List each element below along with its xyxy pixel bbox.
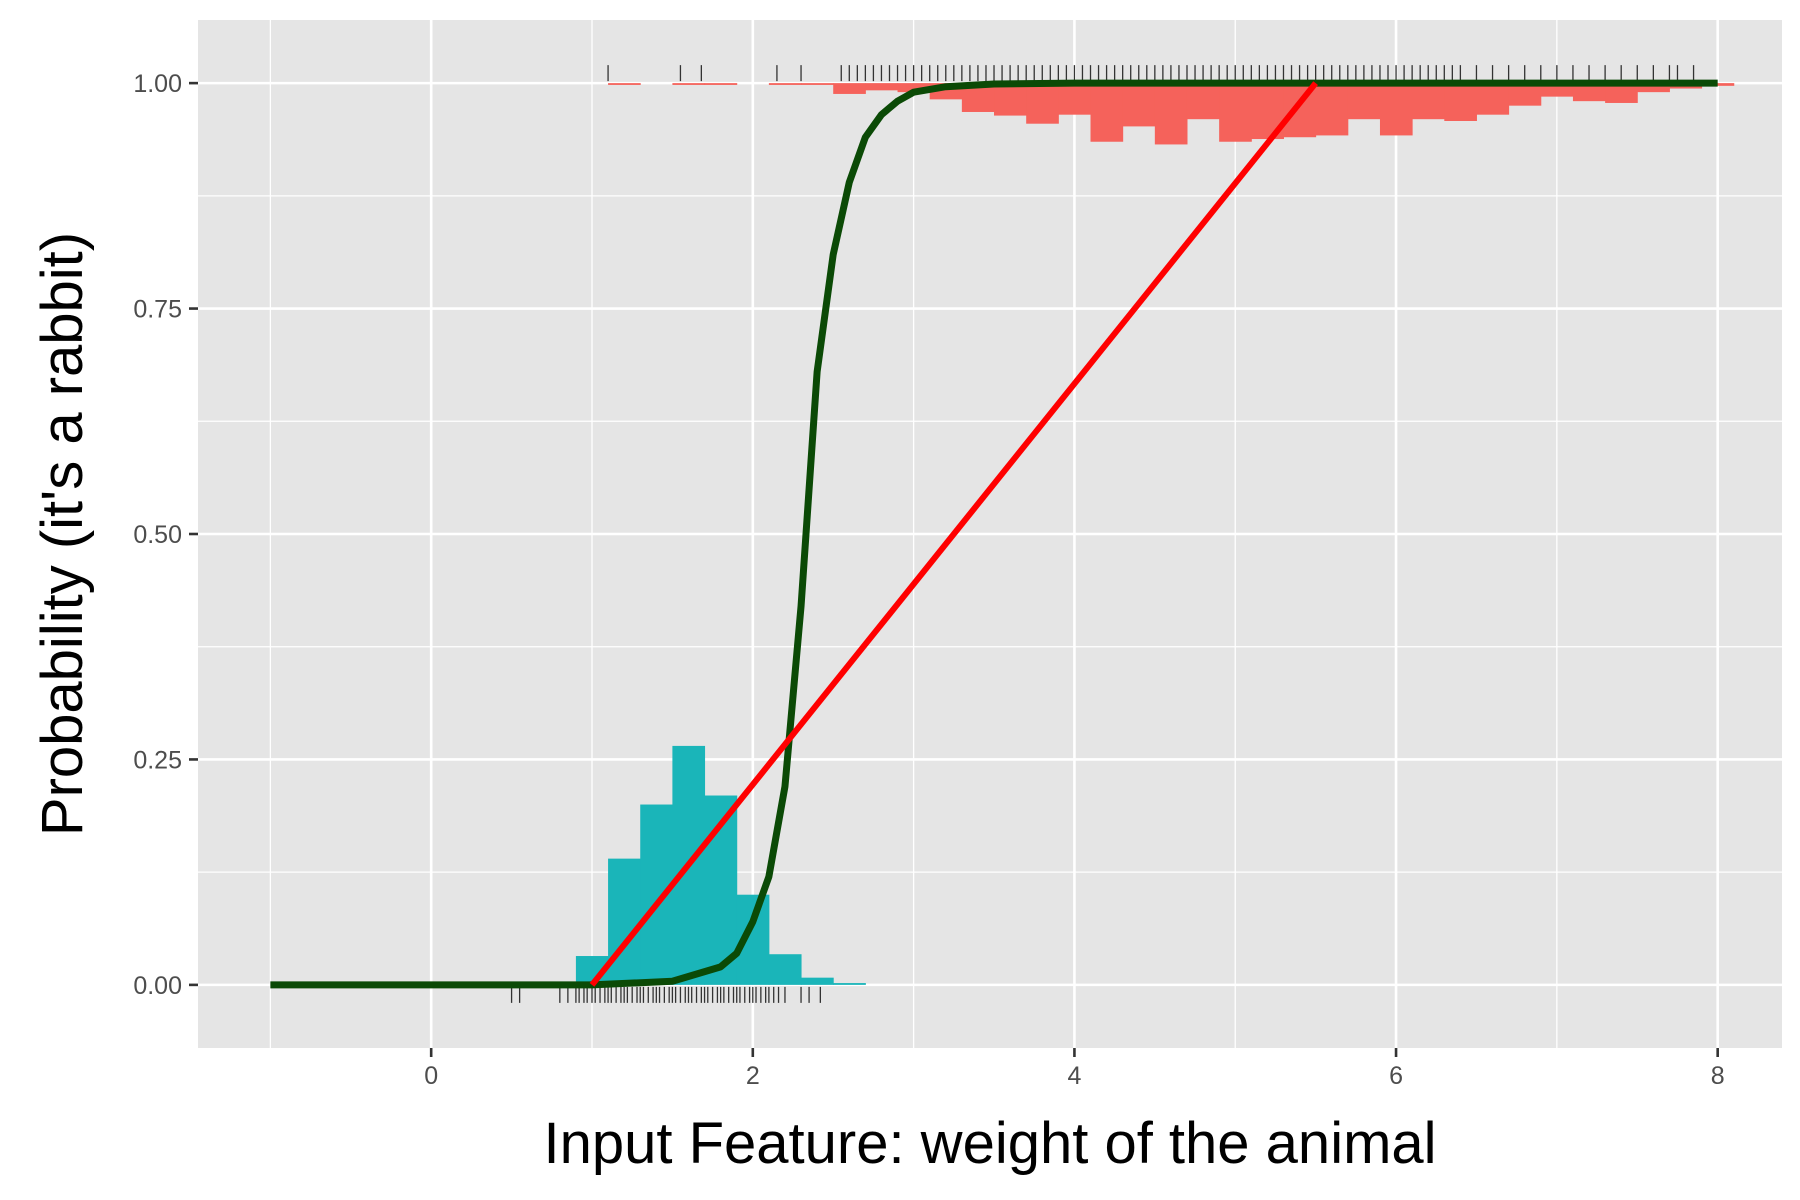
- histogram-bar-class0: [833, 983, 866, 985]
- histogram-bar-class1: [1637, 83, 1670, 93]
- x-tick-label: 8: [1711, 1062, 1725, 1090]
- rug-class1: [607, 65, 1695, 82]
- x-tick-labels: 0 2 4 6 8: [424, 1062, 1724, 1090]
- y-tick-label: 0.75: [133, 296, 182, 324]
- y-axis-title: Probability (it's a rabbit): [30, 232, 95, 836]
- histogram-bar-class1: [1058, 83, 1092, 115]
- y-tick-label: 0.25: [133, 746, 182, 774]
- y-tick-labels: 0.00 0.25 0.50 0.75 1.00: [133, 70, 182, 1000]
- histogram-bar-class1: [801, 83, 834, 85]
- linear-fit-line: [589, 81, 1318, 987]
- histogram-class1: [608, 83, 1735, 145]
- logistic-curve: [270, 79, 1718, 989]
- y-tick-label: 0.50: [133, 521, 182, 549]
- histogram-bar-class0: [801, 977, 834, 985]
- grid-minor: [198, 20, 1782, 1048]
- histogram-bar-class1: [608, 83, 641, 85]
- histogram-bar-class1: [1444, 83, 1477, 121]
- histogram-bar-class1: [1186, 83, 1220, 120]
- histogram-bar-class1: [1154, 83, 1188, 145]
- histogram-bar-class1: [768, 83, 802, 85]
- histogram-bar-class1: [994, 83, 1027, 116]
- histogram-bar-class1: [1090, 83, 1124, 142]
- histogram-bar-class1: [1508, 83, 1542, 106]
- histogram-bar-class1: [1412, 83, 1445, 120]
- histogram-bar-class1: [833, 83, 866, 94]
- x-axis-title: Input Feature: weight of the animal: [543, 1111, 1436, 1176]
- y-tick-label: 0.00: [133, 972, 182, 1000]
- histogram-bar-class1: [1476, 83, 1510, 115]
- histogram-bar-class1: [704, 83, 738, 85]
- histogram-bar-class1: [1219, 83, 1252, 142]
- axis-ticks: [189, 81, 1719, 1057]
- histogram-bar-class1: [865, 83, 899, 91]
- x-tick-label: 0: [424, 1062, 438, 1090]
- histogram-bar-class1: [897, 83, 931, 93]
- histogram-bar-class1: [1347, 83, 1381, 120]
- x-tick-label: 4: [1067, 1062, 1081, 1090]
- histogram-bar-class1: [1315, 83, 1349, 136]
- histogram-bar-class0: [608, 858, 641, 985]
- histogram-bar-class1: [1379, 83, 1413, 136]
- histogram-bar-class1: [1605, 83, 1638, 103]
- histogram-bar-class1: [1701, 83, 1735, 86]
- y-tick-label: 1.00: [133, 70, 182, 98]
- histogram-bar-class1: [1026, 83, 1059, 124]
- rug-class0: [510, 986, 821, 1003]
- histogram-bar-class1: [1122, 83, 1156, 127]
- histogram-bar-class1: [1572, 83, 1606, 102]
- histogram-bar-class1: [672, 83, 706, 85]
- x-tick-label: 2: [746, 1062, 760, 1090]
- x-tick-label: 6: [1389, 1062, 1403, 1090]
- histogram-bar-class0: [768, 954, 802, 985]
